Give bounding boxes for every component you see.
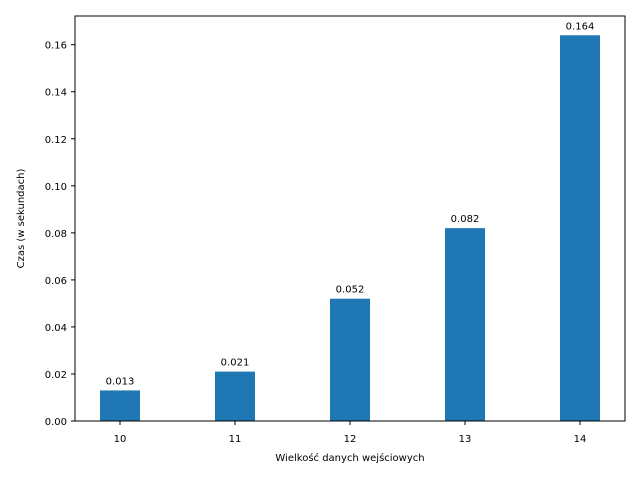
data-label-10: 0.013 [106,376,135,387]
y-tick-label-2: 0.04 [45,323,67,334]
bar-11 [215,371,255,421]
data-labels-group: 0.013 0.021 0.052 0.082 0.164 [106,21,595,387]
x-axis-ticks: 10 11 12 13 14 [114,421,587,445]
y-tick-label-7: 0.14 [45,88,67,99]
x-tick-label-11: 11 [229,434,242,445]
data-label-14: 0.164 [566,21,595,32]
x-tick-label-12: 12 [344,434,357,445]
y-axis-ticks: 0.00 0.02 0.04 0.06 0.08 0.10 0.12 0.14 0.16 [45,41,75,428]
bar-10 [100,390,140,421]
y-tick-label-8: 0.16 [45,41,67,52]
y-tick-label-5: 0.10 [45,182,67,193]
y-tick-label-0: 0.00 [45,417,67,428]
data-label-13: 0.082 [451,214,480,225]
x-tick-label-13: 13 [459,434,472,445]
x-tick-label-14: 14 [574,434,587,445]
y-tick-label-4: 0.08 [45,229,67,240]
bar-14 [560,35,600,422]
bar-12 [330,298,370,421]
bars-group [100,35,600,422]
data-label-11: 0.021 [221,358,250,369]
data-label-12: 0.052 [336,285,365,296]
y-tick-label-3: 0.06 [45,276,67,287]
y-tick-label-6: 0.12 [45,135,67,146]
y-axis-label: Czas (w sekundach) [16,169,27,269]
y-tick-label-1: 0.02 [45,370,67,381]
x-axis-label: Wielkość danych wejściowych [275,452,424,464]
bar-13 [445,228,485,421]
x-tick-label-10: 10 [114,434,127,445]
